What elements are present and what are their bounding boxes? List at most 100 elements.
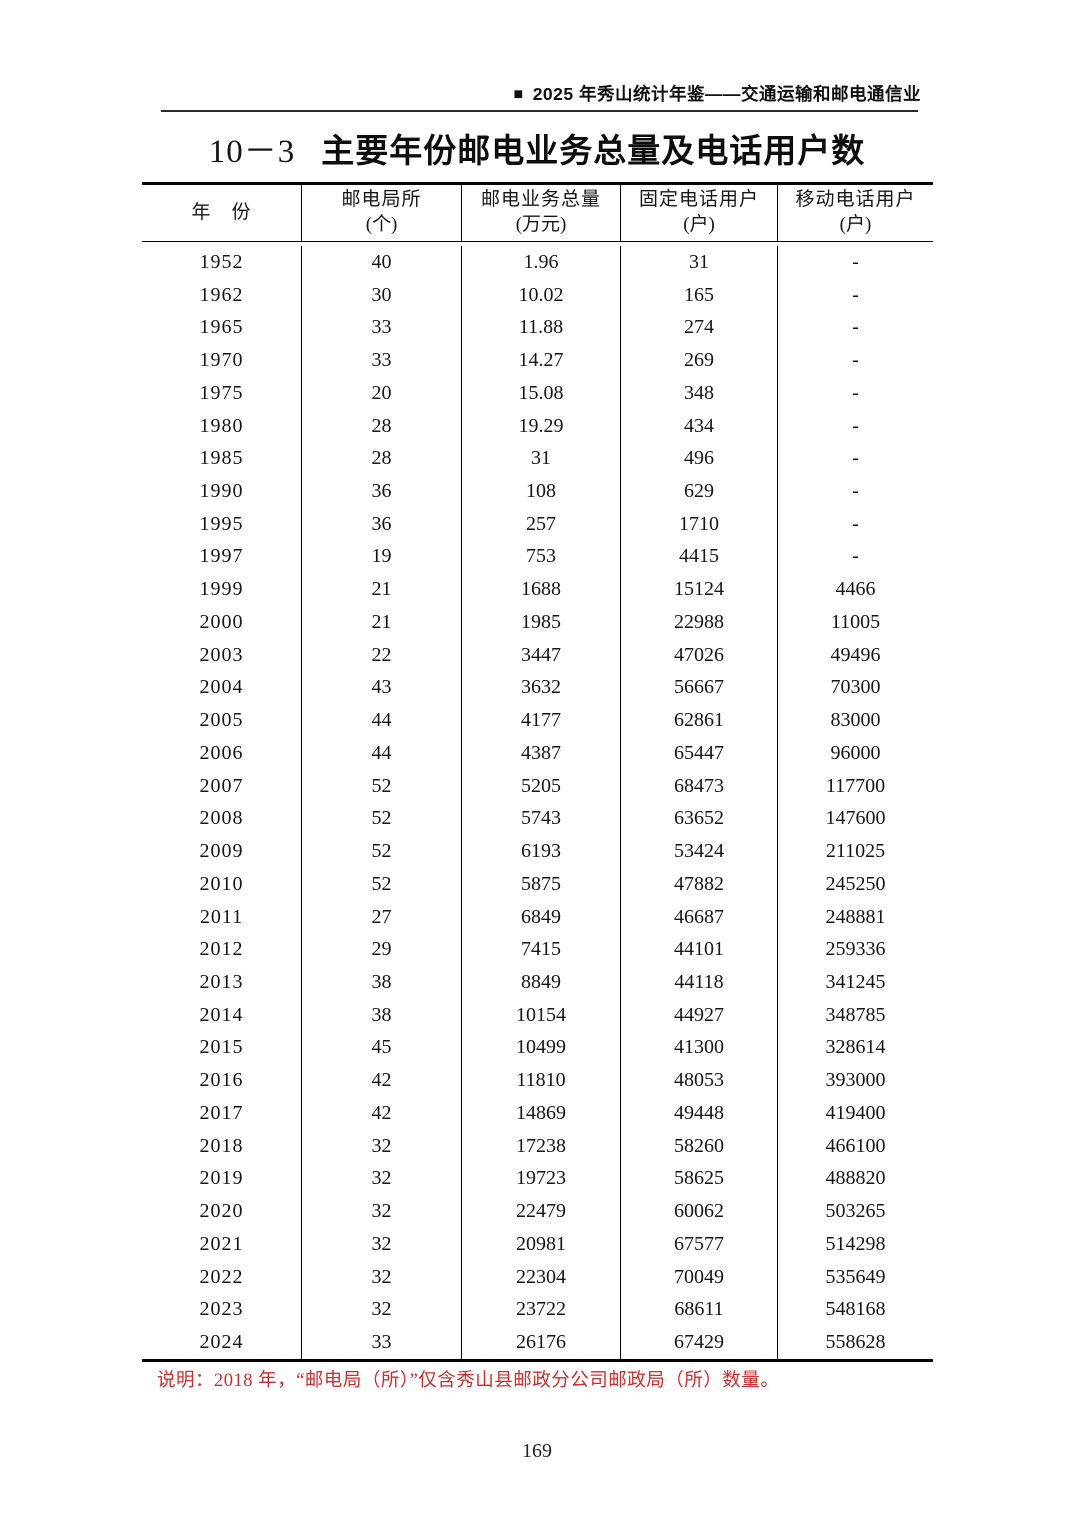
- cell: 165: [621, 278, 779, 312]
- cell: 2016: [142, 1064, 303, 1098]
- cell: 248881: [825, 905, 886, 928]
- cell: 2020: [142, 1195, 303, 1229]
- cell: -: [852, 250, 859, 273]
- table-row: 2013 38 8849 44118 341245: [142, 966, 933, 999]
- cell: 257: [462, 507, 622, 541]
- cell: 2012: [142, 933, 303, 967]
- cell: 42: [302, 1064, 463, 1098]
- cell: 22479: [462, 1195, 622, 1229]
- cell: 33: [302, 344, 463, 377]
- cell: 44: [302, 704, 463, 738]
- cell: 17238: [462, 1129, 622, 1163]
- cell: 8849: [462, 966, 622, 999]
- cell: 11810: [462, 1064, 622, 1098]
- cell: 348785: [825, 1003, 886, 1026]
- cell: 20981: [462, 1228, 622, 1261]
- table-row: 1980 28 19.29 434 -: [142, 409, 933, 443]
- cell: 1985: [142, 442, 303, 476]
- cell: 67429: [621, 1326, 779, 1359]
- cell: 38: [302, 998, 463, 1032]
- cell: 47026: [621, 638, 779, 672]
- cell: 2000: [142, 606, 303, 639]
- cell: 2023: [142, 1293, 303, 1327]
- cell: 58625: [621, 1162, 779, 1196]
- cell: 1990: [142, 475, 303, 508]
- cell: 6849: [462, 900, 622, 934]
- table-row: 2012 29 7415 44101 259336: [142, 933, 933, 967]
- cell: 38: [302, 966, 463, 999]
- cell: 2022: [142, 1260, 303, 1294]
- cell: 2013: [142, 966, 303, 999]
- cell: -: [852, 381, 859, 404]
- data-table: 年 份 邮电局所 (个) 邮电业务总量 (万元) 固定电话用户 (户) 移动电话…: [142, 182, 933, 1362]
- cell: 5875: [462, 867, 622, 901]
- table-body: 1952 40 1.96 31-1962 30 10.02 165-1965 33 11.88 2…: [142, 242, 933, 1359]
- table-number: 10－3: [208, 134, 296, 170]
- cell: -: [852, 512, 859, 535]
- running-head: ■ 2025 年秀山统计年鉴——交通运输和邮电通信业: [514, 81, 921, 106]
- cell: 42: [302, 1097, 463, 1130]
- cell: -: [852, 545, 859, 568]
- cell: 211025: [825, 840, 886, 863]
- cell: 2010: [142, 867, 303, 901]
- cell: 2008: [142, 802, 303, 836]
- cell: 2005: [142, 704, 303, 738]
- cell: 47882: [621, 867, 779, 901]
- cell: 1710: [621, 507, 779, 541]
- cell: 52: [302, 802, 463, 836]
- cell: 11005: [830, 610, 881, 633]
- column-header-offices: 邮电局所 (个): [302, 185, 463, 241]
- cell: -: [852, 480, 859, 502]
- cell: 558628: [825, 1331, 886, 1354]
- table-row: 2023 32 23722 68611 548168: [142, 1293, 933, 1327]
- cell: 70049: [621, 1260, 779, 1294]
- cell: 21: [302, 606, 463, 639]
- table-row: 2008 52 5743 63652 147600: [142, 802, 933, 836]
- cell: 27: [302, 900, 463, 934]
- cell: 2009: [142, 835, 303, 868]
- cell: 32: [302, 1260, 463, 1294]
- cell: 393000: [825, 1069, 886, 1092]
- table-title: 10－3 主要年份邮电业务总量及电话用户数: [0, 124, 1074, 172]
- cell: 15.08: [462, 376, 622, 410]
- cell: 1999: [142, 573, 303, 607]
- footnote: 说明：2018 年，“邮电局（所）”仅含秀山县邮政分公司邮政局（所）数量。: [157, 1371, 780, 1391]
- table-row: 2024 33 26176 67429 558628: [142, 1326, 933, 1359]
- cell: 117700: [825, 774, 886, 797]
- cell: 2003: [142, 638, 303, 672]
- cell: 10.02: [462, 278, 622, 312]
- table-row: 1952 40 1.96 31 -: [142, 246, 933, 279]
- column-header-label: 固定电话用户: [639, 189, 760, 211]
- cell: 52: [302, 867, 463, 901]
- table-row: 2018 32 17238 58260 466100: [142, 1129, 933, 1163]
- cell: 41300: [621, 1031, 779, 1065]
- cell: 36: [302, 507, 463, 541]
- cell: 6193: [462, 835, 622, 868]
- cell: 5743: [462, 802, 622, 836]
- cell: 53424: [621, 835, 779, 868]
- table-row: 1995 36 257 1710 -: [142, 507, 933, 541]
- cell: 2024: [142, 1326, 303, 1359]
- cell: 1980: [142, 409, 303, 443]
- cell: 96000: [830, 741, 881, 764]
- cell: 488820: [825, 1167, 886, 1190]
- table-row: 1965 33 11.88 274 -: [142, 311, 933, 345]
- cell: 40: [302, 246, 463, 279]
- cell: 1985: [462, 606, 622, 639]
- cell: 1688: [462, 573, 622, 607]
- cell: 1975: [142, 376, 303, 410]
- table-row: 1990 36 108 629 -: [142, 475, 933, 508]
- table-row: 2015 45 10499 41300 328614: [142, 1031, 933, 1065]
- cell: 68473: [621, 769, 779, 803]
- cell: 514298: [825, 1232, 886, 1255]
- cell: 44118: [621, 966, 779, 999]
- cell: 44927: [621, 998, 779, 1032]
- cell: 269: [621, 344, 779, 377]
- cell: 535649: [825, 1265, 886, 1288]
- table-row: 2022 32 22304 70049 535649: [142, 1260, 933, 1294]
- column-header-label: 邮电局所: [341, 189, 422, 211]
- cell: 2007: [142, 769, 303, 803]
- cell: 3632: [462, 671, 622, 705]
- table-row: 2017 42 14869 49448 419400: [142, 1097, 933, 1130]
